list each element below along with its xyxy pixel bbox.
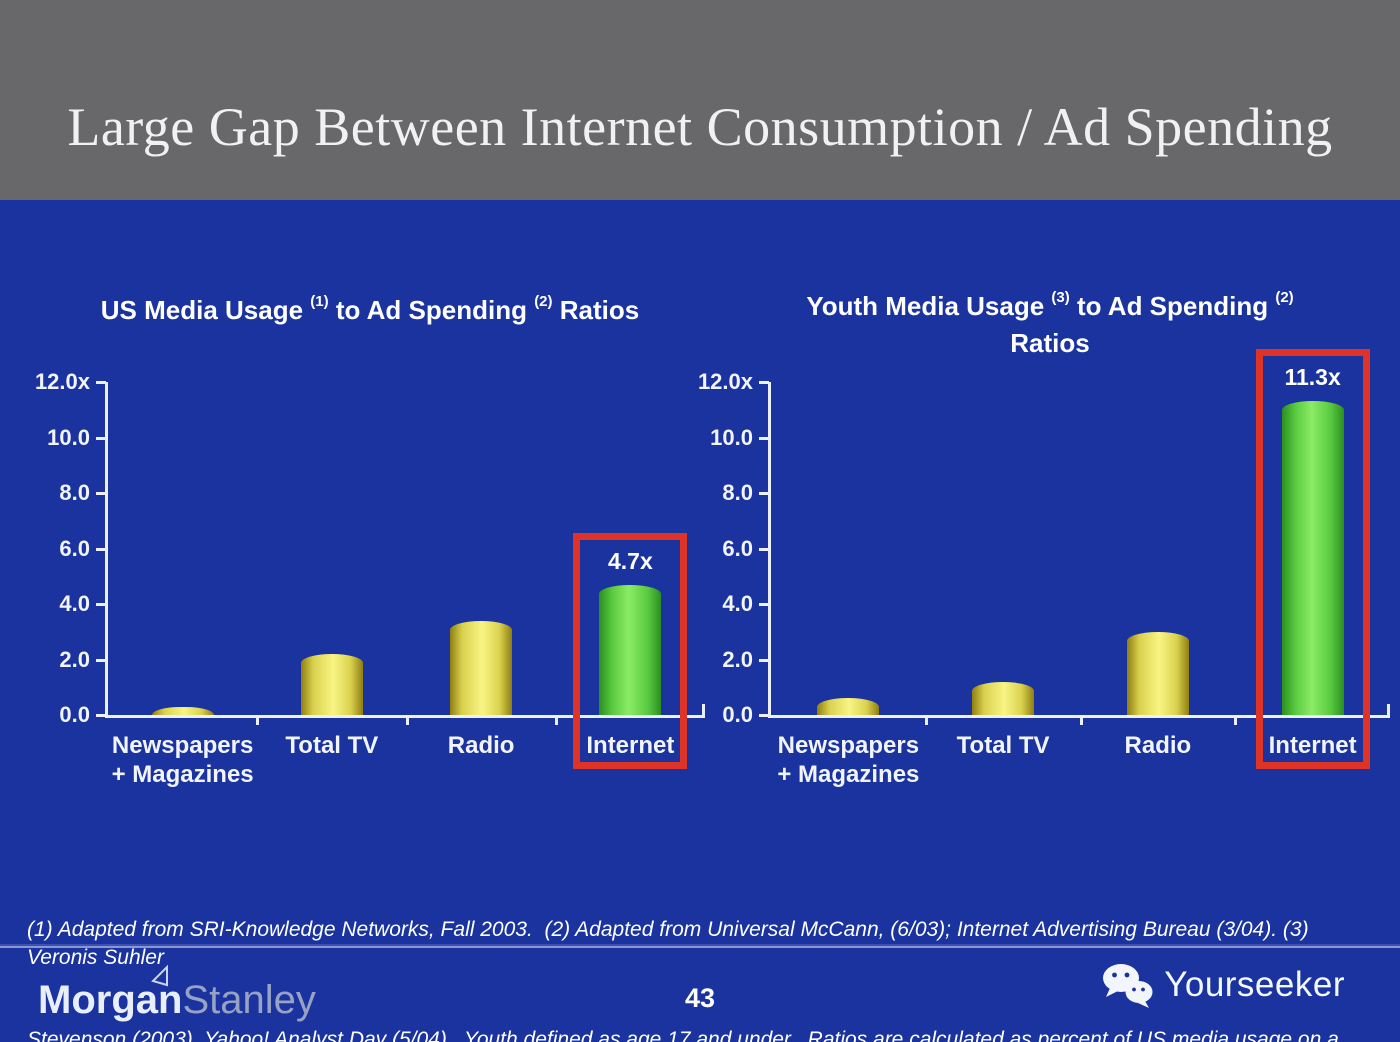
- x-axis-category-label-line: Internet: [1268, 732, 1357, 759]
- y-axis-tick: [759, 714, 769, 717]
- x-axis-category-label: Total TV: [257, 731, 406, 760]
- y-axis-tick: [96, 436, 106, 440]
- bar-internet: [1281, 401, 1344, 715]
- title-text: to Ad Spending: [1069, 291, 1276, 321]
- slide-title: Large Gap Between Internet Consumption /…: [67, 97, 1333, 157]
- y-axis-label: 4.0: [722, 591, 753, 616]
- footnote-line: (1) Adapted from SRI-Knowledge Networks,…: [27, 918, 1315, 969]
- x-axis-category-label: Newspapers + Magazines: [771, 731, 926, 789]
- x-axis-tick: [256, 715, 260, 725]
- y-axis-label: 0.0: [722, 702, 753, 727]
- morgan-stanley-logo-stanley: Stanley: [182, 978, 316, 1022]
- chart-title: US Media Usage (1) to Ad Spending (2) Ra…: [60, 292, 680, 329]
- y-axis-label: 6.0: [59, 535, 90, 561]
- wechat-icon: [1103, 964, 1153, 1008]
- x-axis-category-label: Radio: [1081, 731, 1236, 760]
- footer-divider: [0, 944, 1400, 948]
- x-axis-category-label-line: Radio: [447, 732, 515, 759]
- bar-internet: [599, 584, 662, 715]
- page-number: 43: [684, 983, 716, 1013]
- y-axis-tick: [759, 492, 769, 495]
- title-superscript: (3): [1051, 289, 1070, 307]
- y-axis-label: 10.0: [47, 424, 90, 450]
- y-axis-tick: [759, 547, 769, 551]
- y-axis-label: 2.0: [722, 646, 753, 672]
- x-axis-tick: [924, 715, 928, 725]
- x-axis-category-label-line: + Magazines: [111, 761, 254, 788]
- y-axis-tick: [96, 714, 106, 717]
- header-band: Large Gap Between Internet Consumption /…: [0, 0, 1400, 200]
- y-axis-tick: [759, 436, 769, 440]
- bar-total-tv: [972, 681, 1035, 715]
- y-axis-label: 8.0: [722, 480, 753, 505]
- bar-value-label: 4.7x: [607, 547, 653, 574]
- title-text: Youth Media Usage: [806, 291, 1052, 321]
- y-axis-label: 0.0: [59, 702, 90, 727]
- bar-value-label: 11.3x: [1284, 364, 1341, 391]
- internet-highlight-box: [573, 532, 688, 769]
- y-axis-tick: [96, 603, 106, 606]
- x-axis-category-label-line: Internet: [586, 732, 675, 759]
- x-axis-category-label: Radio: [407, 731, 556, 760]
- x-axis-category-label-line: Radio: [1124, 732, 1192, 759]
- bar-newspapers-magazines: [151, 706, 214, 715]
- y-axis-label: 6.0: [722, 535, 753, 561]
- yourseeker-label: Yourseeker: [1164, 965, 1345, 1004]
- chart-plot: 12.0x 10.0 8.0 6.0 4.0 2.0 0.0 Newspapers + Maga…: [698, 349, 1390, 788]
- x-axis-tick: [1079, 715, 1083, 725]
- y-axis-label: 10.0: [710, 424, 753, 450]
- y-axis-label: 12.0x: [34, 369, 90, 394]
- title-line2: Ratios: [1010, 328, 1090, 358]
- x-axis-category-label-line: + Magazines: [777, 761, 920, 788]
- title-text: US Media Usage: [100, 295, 311, 325]
- y-axis-tick: [759, 658, 769, 662]
- x-axis-category-label: Internet: [1235, 731, 1390, 760]
- y-axis-tick: [96, 658, 106, 662]
- x-axis-end-tick: [702, 704, 705, 715]
- x-axis-end-tick: [1387, 704, 1390, 715]
- internet-highlight-box: [1255, 349, 1370, 769]
- y-axis-tick: [96, 547, 106, 551]
- chart-title: Youth Media Usage (3) to Ad Spending (2)…: [750, 288, 1350, 362]
- title-text: Ratios: [552, 295, 640, 325]
- y-axis-label: 8.0: [59, 480, 90, 505]
- x-axis-category-label-line: Newspapers: [777, 732, 920, 759]
- morgan-stanley-logo: MorganStanley: [38, 964, 316, 1024]
- x-axis-category-label: Total TV: [926, 731, 1081, 760]
- y-axis-label: 4.0: [59, 591, 90, 616]
- x-axis-category-label-line: Total TV: [956, 732, 1050, 759]
- title-superscript: (2): [534, 293, 553, 311]
- x-axis-category-label-line: Total TV: [285, 732, 379, 759]
- x-axis-category-label: Newspapers + Magazines: [108, 731, 257, 789]
- x-axis-category-label: Internet: [556, 731, 705, 760]
- y-axis-label: 2.0: [59, 646, 90, 672]
- bar-radio: [1126, 631, 1189, 715]
- morgan-stanley-flag-icon: [151, 964, 168, 987]
- title-text: to Ad Spending: [328, 295, 535, 325]
- x-axis-tick: [554, 715, 558, 725]
- footnote: (1) Adapted from SRI-Knowledge Networks,…: [27, 861, 1377, 1042]
- x-axis-category-label-line: Newspapers: [111, 732, 254, 759]
- morgan-stanley-logo-morgan: Morgan: [38, 978, 183, 1022]
- y-axis-tick: [96, 381, 106, 384]
- y-axis-tick: [759, 381, 769, 384]
- y-axis-label: 12.0x: [697, 369, 753, 394]
- bar-newspapers-magazines: [817, 698, 880, 715]
- bar-radio: [450, 620, 513, 715]
- x-axis-tick: [405, 715, 409, 725]
- title-superscript: (1): [310, 293, 329, 311]
- footnote-line: Stevenson (2003), Yahoo! Analyst Day (5/…: [27, 1028, 1339, 1042]
- x-axis-tick: [1234, 715, 1238, 725]
- chart-plot: 12.0x 10.0 8.0 6.0 4.0 2.0 0.0 Newspapers + Maga…: [35, 369, 705, 788]
- yourseeker-logo: Yourseeker: [1101, 962, 1345, 1008]
- title-superscript: (2): [1275, 289, 1294, 307]
- bar-total-tv: [300, 653, 363, 715]
- y-axis-tick: [96, 492, 106, 495]
- y-axis-tick: [759, 603, 769, 606]
